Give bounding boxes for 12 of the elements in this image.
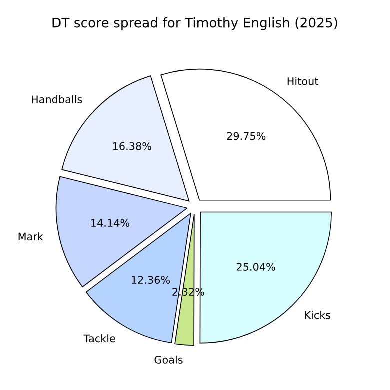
slice-label: Tackle xyxy=(84,334,116,343)
chart-title: DT score spread for Timothy English (2025) xyxy=(52,18,338,30)
data-label: 14.14% xyxy=(92,219,130,228)
data-label: 12.36% xyxy=(132,276,170,284)
slice-label: Goals xyxy=(154,356,183,364)
slice-label: Kicks xyxy=(305,311,331,320)
data-label: 16.38% xyxy=(113,142,152,150)
data-label: 25.04% xyxy=(236,263,276,271)
slice-label: Handballs xyxy=(32,95,82,104)
slice-label: Hitout xyxy=(288,77,318,86)
data-label: 29.75% xyxy=(227,132,266,140)
slice-label: Mark xyxy=(18,232,44,241)
